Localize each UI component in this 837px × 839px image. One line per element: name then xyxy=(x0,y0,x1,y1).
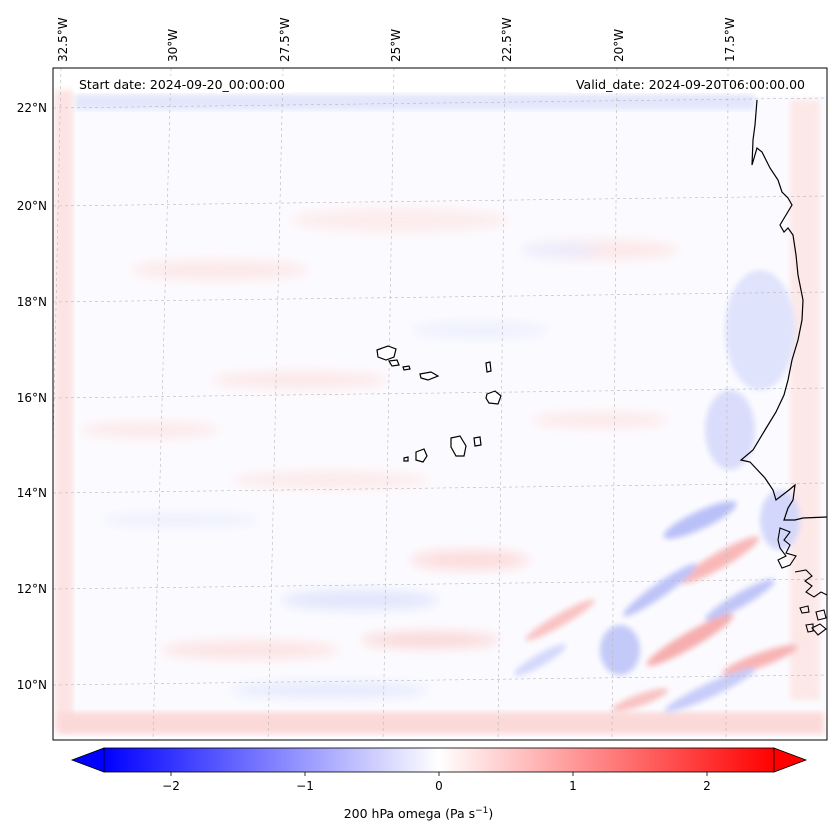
lat-tick-label: 12°N xyxy=(17,582,47,596)
colorbar-extend-high xyxy=(773,747,808,773)
lat-tick-label: 10°N xyxy=(17,678,47,692)
colorbar-tick-label: 0 xyxy=(435,779,443,793)
colorbar-tick-label: 2 xyxy=(703,779,711,793)
africa-coastline xyxy=(739,99,827,521)
colorbar-label-tail: ) xyxy=(488,806,494,822)
lon-tick-label: 30°W xyxy=(166,29,180,62)
colorbar-body xyxy=(103,747,775,773)
colorbar-label: 200 hPa omega (Pa s−1) xyxy=(0,806,837,821)
lon-tick-label: 32.5°W xyxy=(56,17,70,62)
lon-tick-label: 25°W xyxy=(389,29,403,62)
lat-tick-label: 14°N xyxy=(17,486,47,500)
valid-date-label: Valid_date: 2024-09-20T06:00:00.00 xyxy=(570,76,810,93)
colorbar-tick-label: −1 xyxy=(296,779,314,793)
lon-tick-label: 17.5°W xyxy=(723,17,737,62)
lat-tick-label: 22°N xyxy=(17,101,47,115)
start-date-label: Start date: 2024-09-20_00:00:00 xyxy=(74,76,290,93)
lat-tick-label: 20°N xyxy=(17,199,47,213)
colorbar-label-exponent: −1 xyxy=(475,806,489,816)
guinea-bissau-coast xyxy=(777,527,827,636)
colorbar-tick-label: 1 xyxy=(569,779,577,793)
lon-tick-label: 27.5°W xyxy=(278,17,292,62)
lon-tick-labels: 32.5°W 30°W 27.5°W 25°W 22.5°W 20°W 17.5… xyxy=(56,17,737,62)
lat-tick-labels: 22°N 20°N 18°N 16°N 14°N 12°N 10°N xyxy=(17,101,47,692)
omega-field xyxy=(53,68,827,740)
colorbar-extend-low xyxy=(70,747,105,773)
cape-verde-islands xyxy=(376,345,502,463)
lat-tick-label: 16°N xyxy=(17,391,47,405)
gridlines xyxy=(53,68,827,740)
colorbar: −2 −1 0 1 2 xyxy=(70,747,808,793)
lon-tick-label: 22.5°W xyxy=(500,17,514,62)
colorbar-label-main: 200 hPa omega (Pa s xyxy=(343,806,476,822)
lon-tick-label: 20°W xyxy=(612,29,626,62)
lat-tick-label: 18°N xyxy=(17,295,47,309)
colorbar-tick-label: −2 xyxy=(162,779,180,793)
